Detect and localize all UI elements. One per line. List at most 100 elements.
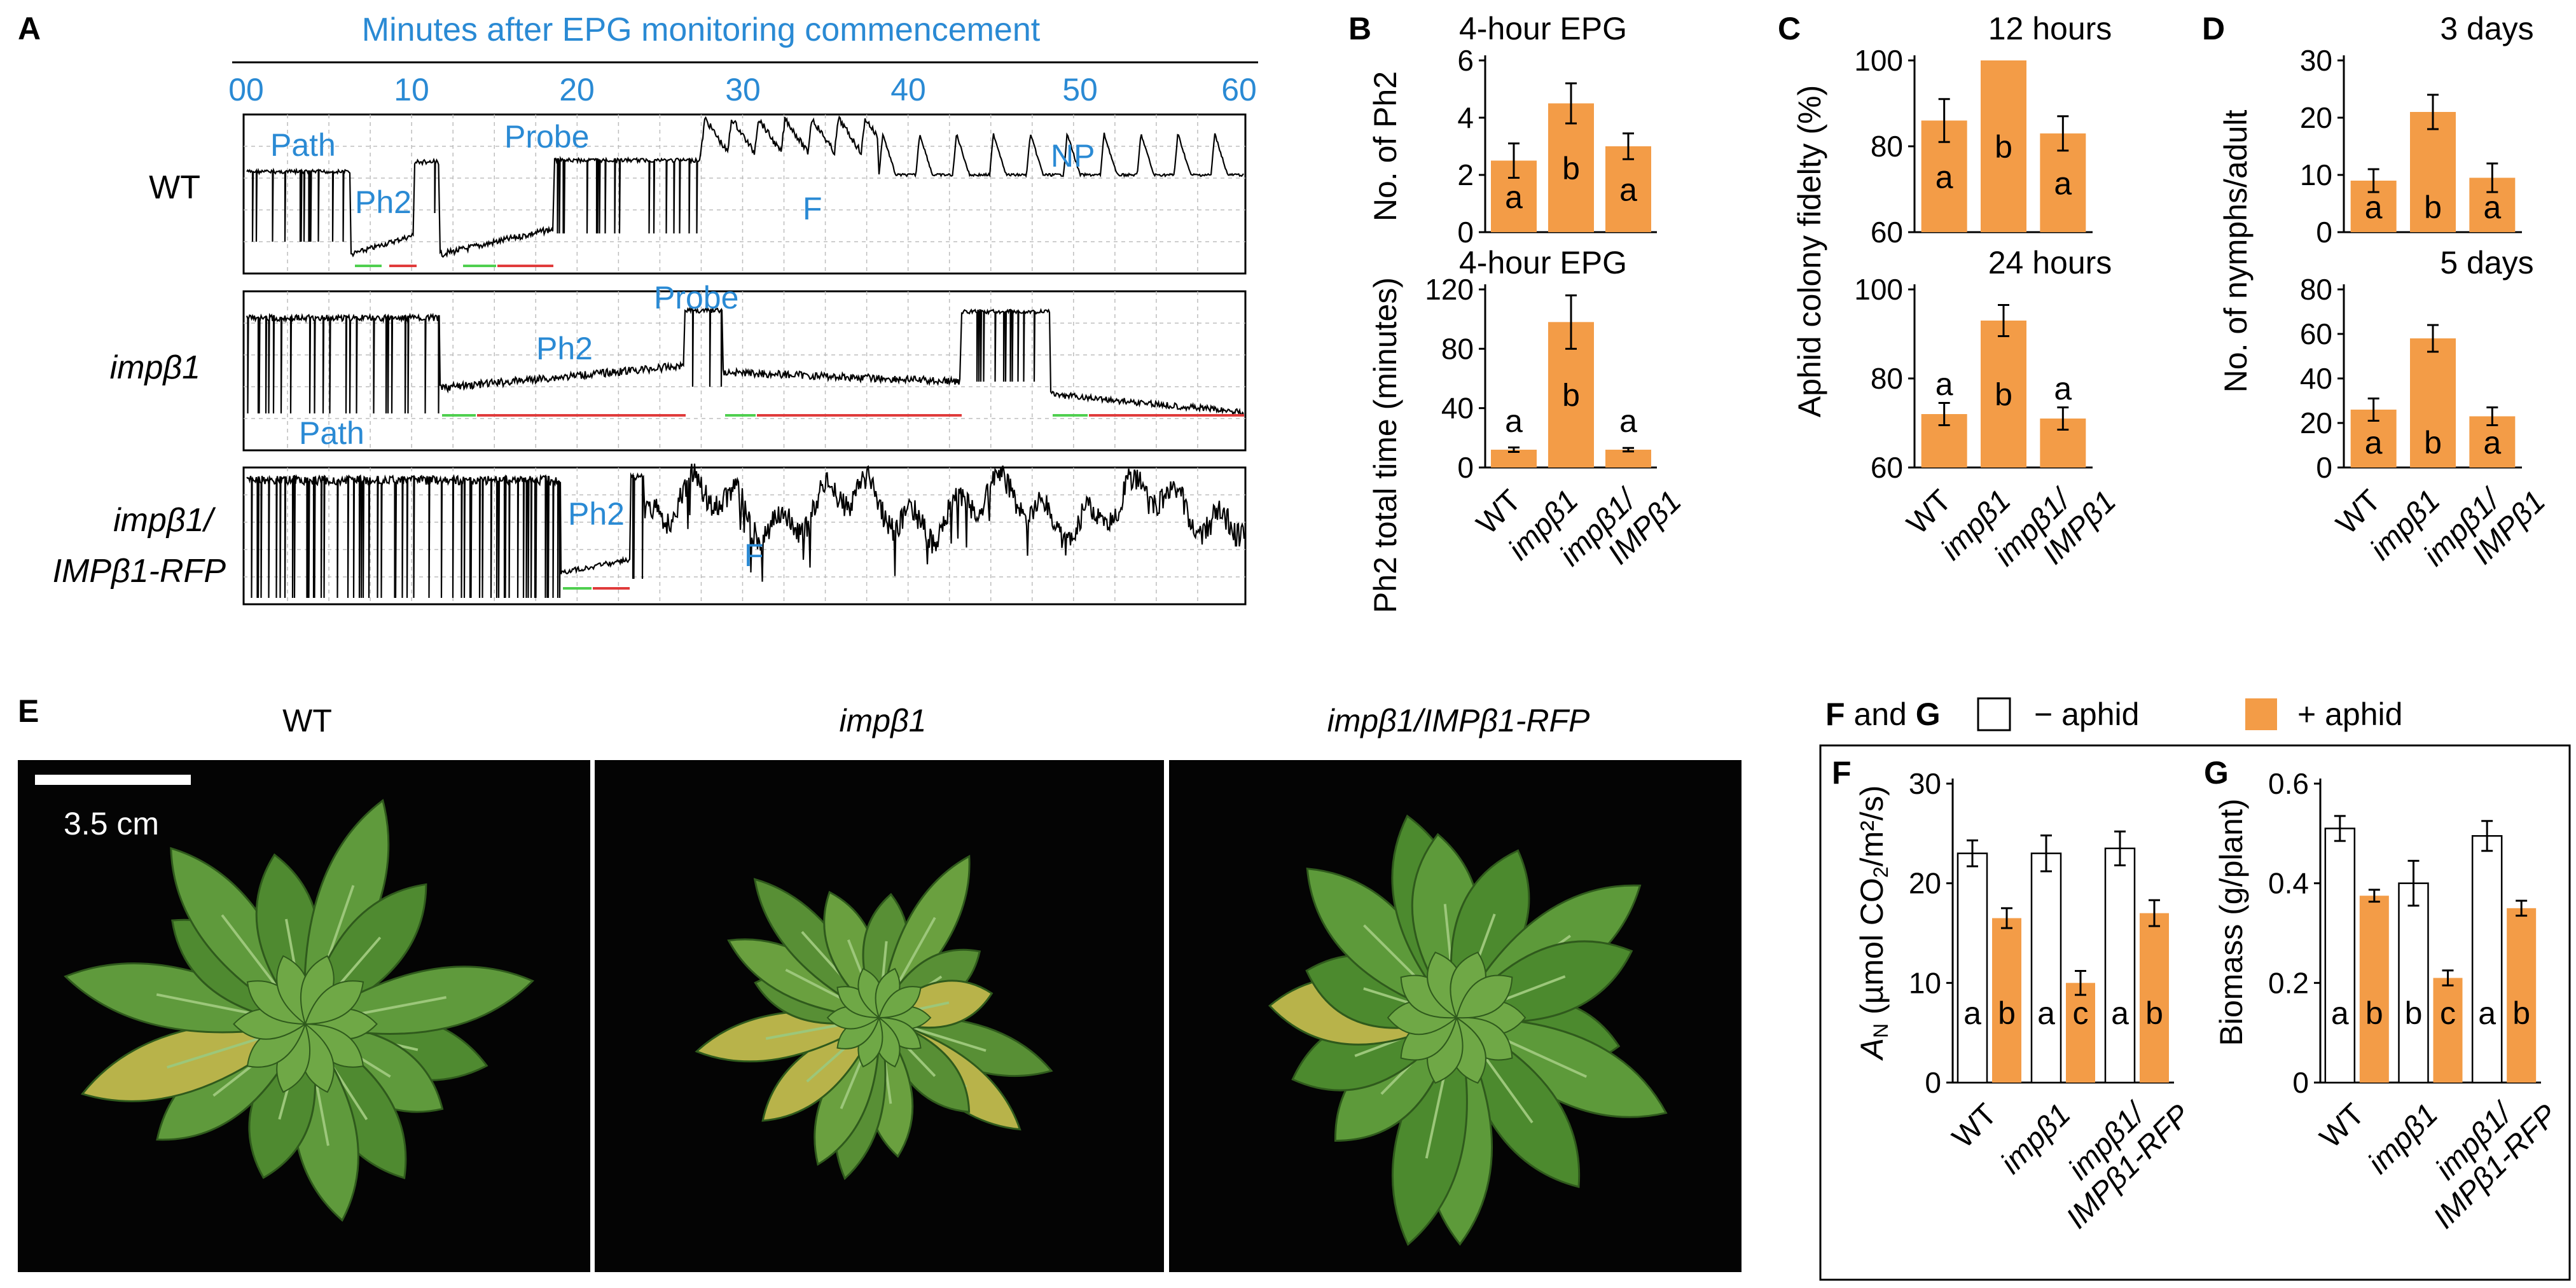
legend-swatch-plus	[2245, 698, 2277, 730]
bar	[2140, 913, 2169, 1083]
significance-letter: b	[1562, 151, 1580, 186]
wt-f-label: F	[803, 191, 822, 226]
y-tick-label: 20	[2300, 406, 2332, 440]
y-tick-label: 80	[1871, 130, 1903, 163]
y-tick-label: 20	[2300, 101, 2332, 134]
inner-leaf	[878, 986, 922, 1019]
bar	[2359, 896, 2389, 1083]
legend-swatch-minus	[1977, 697, 2011, 731]
x-tick-label-line1: impβ1	[1994, 1097, 2077, 1180]
a-tick-40: 40	[890, 72, 926, 107]
panel-f-label: F	[1832, 755, 1852, 791]
significance-letter: a	[2111, 995, 2129, 1031]
panel-g-ylabel: Biomass (g/plant)	[2213, 798, 2249, 1046]
scale-bar-label: 3.5 cm	[64, 806, 159, 841]
significance-letter: c	[2440, 995, 2456, 1031]
impb1-path-label: Path	[299, 415, 364, 451]
legend-label-plus: + aphid	[2297, 696, 2402, 732]
y-tick-label: 10	[2300, 158, 2332, 191]
significance-letter: a	[2483, 425, 2501, 460]
a-tick-50: 50	[1062, 72, 1098, 107]
panel-a-axis-title: Minutes after EPG monitoring commencemen…	[362, 11, 1041, 48]
panel-d: D 3 days 5 days No. of nymphs/adult 0 10 2…	[2202, 11, 2552, 572]
panel-c-bottom-title: 24 hours	[1988, 245, 2112, 280]
chart-b-bottom: 0 40 80 120 a b a	[1425, 273, 1657, 484]
panel-b: B 4-hour EPG 4-hour EPG No. of Ph2 Ph2 t…	[1348, 11, 1688, 613]
significance-letter: b	[2405, 995, 2423, 1031]
fg-header-f: F	[1825, 696, 1845, 732]
significance-letter: a	[2365, 425, 2383, 460]
bar	[1956, 852, 1988, 1084]
bar	[2066, 983, 2095, 1083]
significance-letter: b	[1998, 995, 2016, 1031]
x-tick-label-line1: WT	[2313, 1097, 2371, 1154]
panel-c-ylabel: Aphid colony fidelty (%)	[1792, 85, 1827, 417]
significance-letter: a	[2054, 165, 2072, 201]
y-tick-label: 20	[1909, 867, 1941, 900]
significance-letter: b	[2424, 190, 2442, 225]
y-tick-label: 0.6	[2268, 767, 2309, 800]
fg-header: F and G	[1825, 696, 1941, 732]
panel-a-ticks: 00 10 20 30 40 50 60	[228, 72, 1257, 107]
y-tick-label: 6	[1457, 44, 1474, 77]
significance-letter: c	[2073, 995, 2089, 1031]
fg-frame	[1819, 744, 2571, 1281]
significance-letter: a	[2365, 190, 2383, 225]
epg-trace-rescue	[246, 463, 1245, 599]
y-tick-label: 120	[1425, 273, 1474, 306]
bar	[1992, 918, 2021, 1083]
f-ylabel-end: /m²/s)	[1854, 786, 1890, 867]
epg-box-impb1	[242, 290, 1247, 452]
plant-rosette-impb1	[695, 854, 1053, 1181]
y-tick-label: 0	[1457, 216, 1474, 249]
bar	[2507, 908, 2537, 1083]
panel-b-label: B	[1348, 11, 1371, 46]
plant-rosette-rescue	[1268, 814, 1668, 1246]
panel-d-top-title: 3 days	[2440, 11, 2533, 46]
rescue-ph2-label: Ph2	[568, 496, 625, 532]
panel-fg: F and G − aphid + aphid F G AN (µmol CO2…	[1819, 696, 2571, 1281]
chart-d-top: 0 10 20 30 a b a	[2300, 44, 2522, 249]
bar	[2104, 847, 2136, 1084]
epg-gridlines	[244, 114, 1245, 604]
bar	[2433, 978, 2463, 1083]
chart-g: 00.20.40.6a b b c a b	[2268, 767, 2541, 1099]
plant-rosette-wt	[64, 798, 535, 1222]
y-tick-label: 100	[1854, 44, 1903, 77]
fg-header-g: G	[1916, 696, 1941, 732]
row-label-rescue-1: impβ1/	[113, 502, 216, 539]
y-tick-label: 80	[1871, 362, 1903, 395]
panel-e: E WT impβ1 impβ1/IMPβ1-RFP 3.5 cm	[18, 693, 1742, 1272]
bar	[1981, 321, 2026, 467]
y-tick-label: 80	[2300, 273, 2332, 306]
epg-box-wt	[242, 113, 1247, 275]
bar	[1605, 146, 1651, 232]
significance-letter: a	[2331, 995, 2349, 1031]
bar	[2324, 828, 2356, 1084]
panel-c: C 12 hours 24 hours Aphid colony fidelty…	[1778, 11, 2122, 572]
panel-b-top-ylabel: No. of Ph2	[1368, 71, 1403, 221]
significance-letter: b	[2512, 995, 2530, 1031]
a-tick-10: 10	[394, 72, 429, 107]
y-tick-label: 60	[2300, 317, 2332, 350]
bar	[1981, 60, 2026, 232]
photo-title-impb1: impβ1	[840, 703, 927, 738]
significance-letter: b	[1562, 378, 1580, 413]
significance-letter: b	[1995, 377, 2012, 413]
significance-letter: a	[1505, 403, 1523, 439]
f-ylabel-sub2: 2	[1869, 866, 1892, 878]
legend-label-minus: − aphid	[2034, 696, 2139, 732]
wt-np-label: NP	[1051, 138, 1095, 174]
epg-traces	[246, 115, 1245, 599]
x-tick-label: WT	[1946, 1097, 2004, 1154]
x-tick-label: impβ1	[2362, 1097, 2444, 1180]
chart-b-top: 0 2 4 6 a b a	[1457, 44, 1657, 249]
a-tick-30: 30	[725, 72, 761, 107]
a-tick-60: 60	[1221, 72, 1257, 107]
significance-letter: a	[1619, 172, 1637, 208]
panel-b-bottom-ylabel: Ph2 total time (minutes)	[1368, 277, 1403, 613]
y-tick-label: 60	[1871, 451, 1903, 484]
